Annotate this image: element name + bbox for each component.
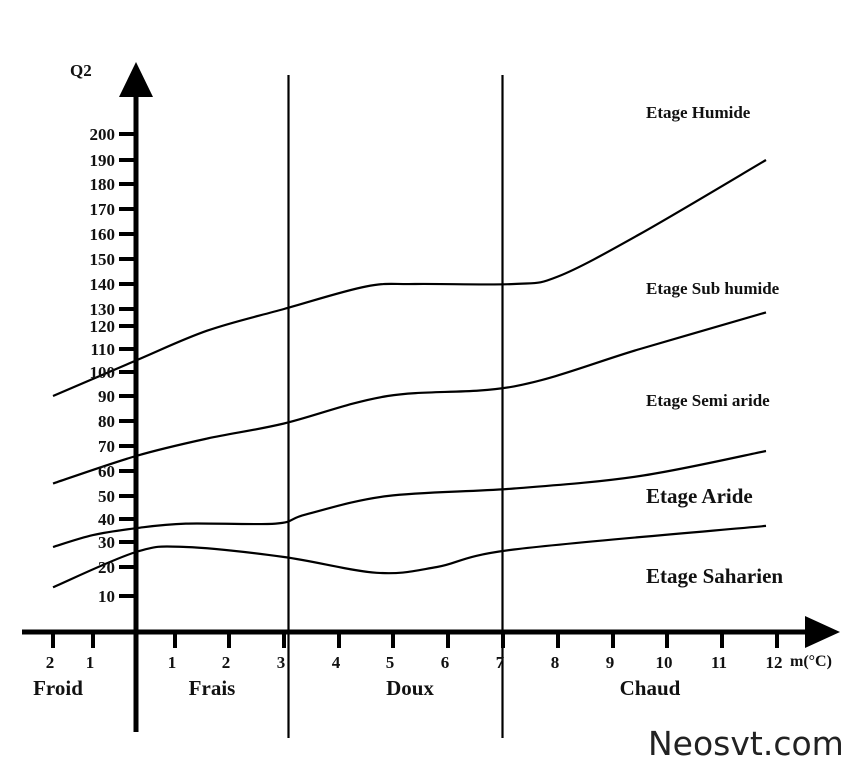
x-tick-label: 4 bbox=[332, 653, 341, 672]
watermark: Neosvt.com bbox=[648, 724, 844, 763]
y-tick-label: 50 bbox=[98, 487, 115, 506]
zone-label: Chaud bbox=[620, 676, 681, 700]
y-axis-arrow bbox=[119, 62, 153, 97]
x-axis-label: m(°C) bbox=[790, 653, 832, 670]
x-tick-label: 3 bbox=[277, 653, 286, 672]
y-tick-label: 60 bbox=[98, 462, 115, 481]
x-tick-label: 8 bbox=[551, 653, 560, 672]
y-tick-label: 120 bbox=[90, 317, 116, 336]
x-tick-label: 12 bbox=[766, 653, 783, 672]
y-axis-label: Q2 bbox=[70, 61, 92, 80]
region-label-sub-humide: Etage Sub humide bbox=[646, 279, 780, 298]
region-label-saharien: Etage Saharien bbox=[646, 564, 783, 588]
y-tick-label: 30 bbox=[98, 533, 115, 552]
x-tick-label: 5 bbox=[386, 653, 395, 672]
x-tick-label: 1 bbox=[86, 653, 95, 672]
region-label-humide: Etage Humide bbox=[646, 103, 751, 122]
y-tick-label: 160 bbox=[90, 225, 116, 244]
x-tick-label: 6 bbox=[441, 653, 450, 672]
x-axis-arrow bbox=[805, 616, 840, 648]
boundary-curve-1 bbox=[52, 159, 767, 398]
boundary-curve-2 bbox=[52, 311, 767, 485]
boundary-curve-3 bbox=[52, 449, 767, 549]
y-tick-label: 70 bbox=[98, 437, 115, 456]
zone-label: Froid bbox=[33, 676, 83, 700]
y-tick-label: 200 bbox=[90, 125, 116, 144]
x-tick-label: 11 bbox=[711, 653, 727, 672]
region-label-aride: Etage Aride bbox=[646, 484, 753, 508]
x-tick-label: 1 bbox=[168, 653, 177, 672]
y-tick-label: 170 bbox=[90, 200, 116, 219]
y-tick-label: 80 bbox=[98, 412, 115, 431]
y-tick-label: 150 bbox=[90, 250, 116, 269]
x-tick-label: 7 bbox=[496, 653, 505, 672]
y-tick-label: 90 bbox=[98, 387, 115, 406]
y-tick-label: 10 bbox=[98, 587, 115, 606]
boundary-curve-4 bbox=[52, 524, 767, 589]
y-tick-label: 110 bbox=[90, 340, 115, 359]
y-tick-label: 40 bbox=[98, 510, 115, 529]
y-tick-label: 190 bbox=[90, 151, 116, 170]
x-tick-label: 9 bbox=[606, 653, 615, 672]
y-tick-label: 100 bbox=[90, 363, 116, 382]
x-tick-label: 2 bbox=[46, 653, 55, 672]
y-tick-label: 180 bbox=[90, 175, 116, 194]
y-tick-label: 20 bbox=[98, 558, 115, 577]
x-tick-label: 2 bbox=[222, 653, 231, 672]
zone-label: Doux bbox=[386, 676, 434, 700]
zone-label: Frais bbox=[189, 676, 236, 700]
region-label-semi-aride: Etage Semi aride bbox=[646, 391, 770, 410]
x-tick-label: 10 bbox=[656, 653, 673, 672]
y-tick-label: 130 bbox=[90, 300, 116, 319]
y-tick-label: 140 bbox=[90, 275, 116, 294]
